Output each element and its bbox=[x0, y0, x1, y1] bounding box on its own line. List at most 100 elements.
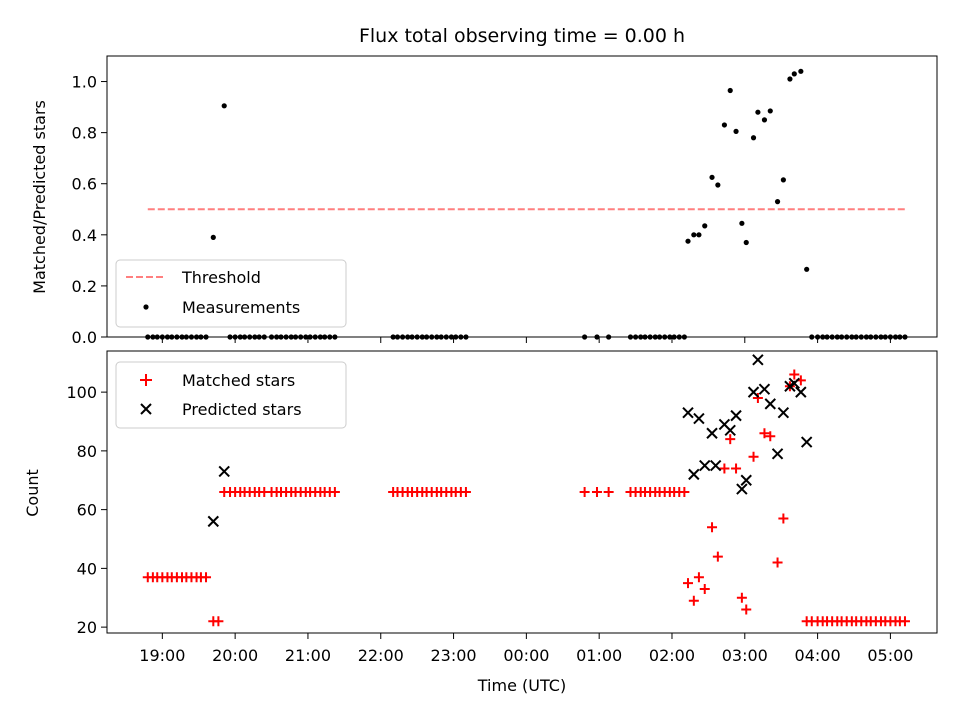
data-point bbox=[824, 334, 830, 340]
data-point bbox=[193, 334, 200, 340]
y-tick-label-0: 1.0 bbox=[72, 73, 97, 92]
data-point bbox=[174, 334, 180, 340]
x-tick-label: 05:00 bbox=[867, 646, 913, 665]
data-point bbox=[844, 334, 850, 340]
data-point bbox=[696, 232, 702, 238]
data-point bbox=[676, 334, 682, 340]
data-point bbox=[682, 406, 694, 419]
data-point bbox=[747, 386, 760, 398]
data-point bbox=[863, 334, 869, 340]
data-point bbox=[317, 334, 323, 340]
data-point bbox=[858, 334, 864, 340]
legend-matched-label: Matched stars bbox=[182, 371, 295, 390]
data-point bbox=[221, 103, 227, 109]
data-point bbox=[834, 334, 840, 340]
data-point bbox=[897, 334, 903, 340]
bottom-legend-box bbox=[115, 361, 347, 429]
data-point bbox=[327, 334, 333, 340]
x-tick-label: 21:00 bbox=[285, 646, 331, 665]
data-point bbox=[647, 334, 653, 340]
data-point bbox=[603, 487, 614, 497]
data-point bbox=[791, 71, 797, 77]
y-tick-label-0: 0.8 bbox=[72, 124, 97, 143]
data-point bbox=[159, 334, 165, 340]
plot-frame-1 bbox=[106, 350, 938, 634]
data-point bbox=[887, 334, 894, 340]
data-point bbox=[414, 334, 420, 340]
data-point bbox=[902, 334, 908, 340]
data-point bbox=[247, 334, 253, 340]
x-axis-label: Time (UTC) bbox=[477, 676, 566, 695]
legend-measurements-swatch bbox=[143, 304, 149, 310]
data-point bbox=[693, 412, 705, 425]
data-point bbox=[164, 334, 171, 340]
data-point bbox=[709, 174, 715, 180]
data-point bbox=[218, 465, 230, 478]
data-point bbox=[731, 463, 742, 474]
data-point bbox=[256, 334, 262, 340]
data-point bbox=[736, 483, 748, 495]
data-point bbox=[691, 232, 697, 238]
y-tick-label-1: 80 bbox=[77, 442, 97, 461]
data-point bbox=[203, 334, 209, 340]
data-point bbox=[681, 334, 687, 340]
data-point bbox=[657, 334, 663, 340]
data-point bbox=[800, 436, 813, 448]
x-tick-label: 19:00 bbox=[139, 646, 185, 665]
data-point bbox=[702, 223, 708, 229]
data-point bbox=[292, 334, 299, 340]
data-point bbox=[232, 334, 238, 340]
data-point bbox=[724, 424, 736, 437]
data-point bbox=[448, 334, 454, 340]
data-point bbox=[740, 474, 752, 486]
data-point bbox=[736, 592, 747, 603]
data-point bbox=[198, 334, 204, 340]
data-point bbox=[288, 334, 294, 340]
data-point bbox=[688, 595, 699, 606]
data-point bbox=[298, 334, 304, 340]
data-point bbox=[434, 334, 440, 340]
data-point bbox=[283, 334, 289, 340]
data-point bbox=[460, 487, 471, 497]
data-point bbox=[798, 68, 804, 74]
data-point bbox=[169, 334, 175, 340]
data-point bbox=[213, 616, 224, 627]
bottom-plot: 20 40 60 80 100 19:00 20:00 21:00 22:00 23:00 00:0… bbox=[66, 350, 938, 665]
data-point bbox=[741, 604, 752, 615]
data-point bbox=[777, 406, 790, 419]
data-point bbox=[399, 334, 406, 340]
y-tick-label-1: 100 bbox=[66, 383, 97, 402]
y-tick-label-1: 40 bbox=[77, 559, 97, 578]
data-point bbox=[591, 487, 602, 497]
series-measurements bbox=[145, 68, 908, 340]
x-tick-label: 23:00 bbox=[431, 646, 477, 665]
data-point bbox=[743, 239, 749, 246]
data-point bbox=[405, 334, 411, 340]
chart-title: Flux total observing time = 0.00 h bbox=[359, 25, 685, 47]
data-point bbox=[693, 572, 704, 583]
data-point bbox=[878, 334, 884, 340]
y-tick-label-0: 0.6 bbox=[72, 175, 97, 194]
data-point bbox=[390, 334, 396, 340]
data-point bbox=[882, 334, 888, 340]
data-point bbox=[594, 334, 600, 340]
data-point bbox=[278, 334, 284, 340]
data-point bbox=[227, 334, 233, 340]
data-point bbox=[750, 135, 757, 141]
top-y-axis-label: Matched/Predicted stars bbox=[30, 100, 49, 294]
data-point bbox=[667, 334, 673, 340]
data-point bbox=[322, 334, 328, 340]
top-legend-box bbox=[115, 259, 347, 328]
data-point bbox=[839, 334, 845, 340]
data-point bbox=[706, 427, 718, 439]
data-point bbox=[210, 234, 216, 240]
data-point bbox=[868, 334, 874, 340]
data-point bbox=[419, 334, 425, 340]
data-point bbox=[730, 409, 742, 422]
data-point bbox=[772, 557, 783, 568]
y-tick-label-0: 0.2 bbox=[72, 277, 97, 296]
data-point bbox=[699, 459, 711, 472]
data-point bbox=[579, 487, 590, 497]
data-point bbox=[332, 334, 338, 340]
